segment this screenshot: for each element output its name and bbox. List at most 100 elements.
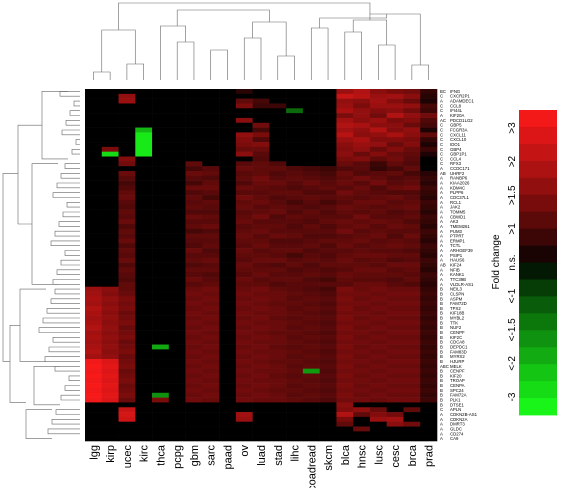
heatmap-cell	[403, 170, 421, 177]
heatmap-cell	[101, 248, 119, 254]
heatmap-cell	[403, 281, 421, 287]
heatmap-cell	[269, 170, 287, 177]
heatmap-cell	[353, 412, 371, 418]
heatmap-cell	[269, 267, 287, 273]
column-label: pcpg	[172, 445, 184, 469]
heatmap-cell	[403, 248, 421, 254]
row-dendrogram-branch	[64, 250, 80, 256]
heatmap-cell	[219, 233, 237, 239]
row-group-label: A	[440, 282, 443, 287]
heatmap-cell	[420, 421, 438, 427]
heatmap-cell	[269, 108, 287, 114]
heatmap-cell	[420, 151, 438, 157]
heatmap-cell	[420, 161, 438, 167]
heatmap-cell	[252, 344, 270, 350]
heatmap-cell	[319, 204, 337, 210]
heatmap-cell	[286, 113, 304, 119]
heatmap-cell	[286, 349, 304, 355]
column-dendrogram-branch	[160, 25, 186, 80]
heatmap-cell	[168, 262, 186, 268]
heatmap-cell	[235, 281, 253, 287]
heatmap-cell	[235, 113, 253, 119]
heatmap-cell	[420, 103, 438, 109]
heatmap-cell	[403, 349, 421, 355]
heatmap-cell	[219, 272, 237, 278]
heatmap-cell	[101, 378, 119, 384]
heatmap-cell	[219, 315, 237, 321]
heatmap-cell	[168, 416, 186, 423]
heatmap-cell	[319, 132, 337, 138]
heatmap-cell	[185, 334, 203, 341]
heatmap-cell	[353, 108, 371, 114]
heatmap-cell	[185, 219, 203, 225]
heatmap-cell	[202, 199, 220, 206]
heatmap-cell	[369, 89, 388, 95]
heatmap-cell	[185, 310, 203, 316]
row-gene-label: PLK1	[450, 398, 461, 403]
heatmap-cell	[235, 354, 253, 360]
row-group-label: B	[440, 349, 443, 354]
heatmap-cell	[168, 103, 186, 109]
heatmap-cell	[202, 378, 220, 384]
row-dendrogram	[2, 91, 80, 439]
heatmap-cell	[336, 243, 354, 249]
heatmap-cell	[336, 339, 354, 345]
heatmap-cell	[302, 431, 320, 437]
heatmap-cell	[386, 252, 404, 259]
heatmap-cell	[252, 122, 270, 128]
heatmap-cell	[403, 117, 421, 124]
heatmap-cell	[353, 339, 371, 345]
row-dendrogram-branch	[25, 409, 52, 439]
heatmap-cell	[85, 363, 103, 369]
heatmap-cell	[85, 89, 103, 95]
row-gene-label: KIAA2026	[450, 181, 470, 186]
heatmap-cell	[202, 305, 220, 312]
heatmap-cell	[286, 402, 304, 408]
heatmap-cell	[386, 349, 404, 355]
heatmap-cell	[85, 359, 103, 365]
heatmap-cell	[269, 344, 287, 350]
heatmap-cell	[336, 185, 354, 191]
heatmap-cell	[302, 199, 320, 206]
row-gene-label: CENPA	[450, 383, 465, 388]
heatmap-cell	[319, 257, 337, 263]
heatmap-cell	[302, 310, 320, 316]
heatmap-cell	[369, 228, 388, 234]
heatmap-cell	[269, 219, 287, 225]
heatmap-cell	[185, 320, 203, 326]
heatmap-cell	[369, 426, 388, 432]
heatmap-cell	[168, 122, 186, 128]
row-dendrogram-branch	[51, 419, 80, 425]
heatmap-cell	[420, 373, 438, 379]
heatmap-cell	[353, 330, 371, 336]
heatmap-cell	[152, 103, 170, 109]
heatmap-cell	[219, 392, 237, 398]
heatmap-cell	[403, 195, 421, 201]
heatmap-cell	[135, 330, 153, 336]
heatmap-cell	[185, 291, 203, 297]
row-gene-label: AK3	[450, 219, 459, 224]
heatmap-cell	[369, 305, 388, 312]
row-gene-label: DEPDC1	[450, 344, 468, 349]
column-label: hnsc	[357, 445, 369, 469]
heatmap-cell	[135, 224, 153, 230]
heatmap-cell	[336, 156, 354, 162]
heatmap-cell	[353, 272, 371, 278]
row-group-label: B	[440, 373, 443, 378]
heatmap-cell	[369, 397, 388, 403]
heatmap-cell	[269, 301, 287, 307]
heatmap-cell	[386, 113, 404, 119]
heatmap-cell	[219, 137, 237, 143]
heatmap-cell	[369, 349, 388, 355]
heatmap-cell	[135, 228, 153, 234]
heatmap-cell	[336, 252, 354, 259]
heatmap-cell	[403, 89, 421, 95]
heatmap-cell	[403, 272, 421, 278]
heatmap-cell	[135, 281, 153, 287]
heatmap-cell	[135, 161, 153, 167]
heatmap-cell	[269, 416, 287, 423]
heatmap-cell	[369, 204, 388, 210]
heatmap-cell	[185, 233, 203, 239]
heatmap-cell	[420, 180, 438, 186]
heatmap-cell	[118, 175, 136, 181]
